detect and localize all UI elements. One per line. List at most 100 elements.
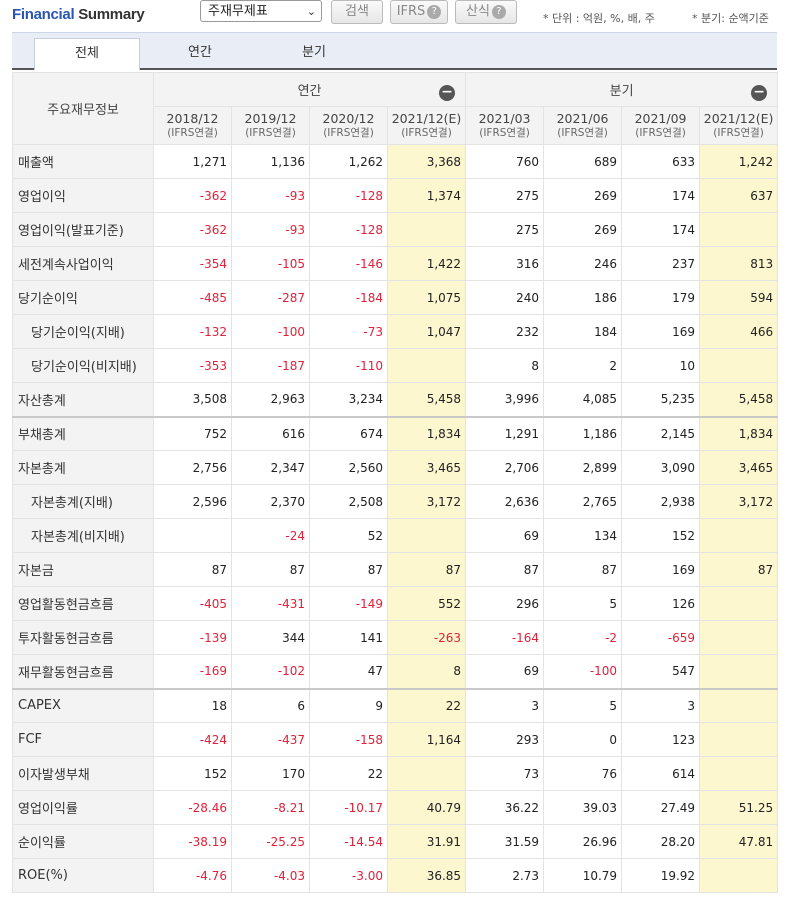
- table-cell: 76: [543, 756, 623, 791]
- table-row: 이자발생부채 152 170 22 73 76 614: [12, 756, 779, 791]
- table-cell: -2: [543, 620, 623, 655]
- table-cell: 752: [153, 415, 232, 451]
- table-cell: 152: [153, 756, 232, 791]
- table-cell: 2,706: [465, 450, 545, 485]
- table-cell: 616: [231, 415, 310, 451]
- ifrs-help-button[interactable]: IFRS?: [390, 0, 448, 24]
- table-cell: 87: [699, 552, 779, 587]
- page-title: Financial Summary: [12, 6, 145, 23]
- table-cell: [699, 518, 779, 553]
- table-cell: 296: [465, 586, 545, 621]
- table-cell: 3: [465, 687, 545, 723]
- table-cell: 170: [231, 756, 310, 791]
- table-cell: 31.91: [386, 824, 467, 859]
- table-cell: 73: [465, 756, 545, 791]
- table-row: 당기순이익 -485 -287 -184 1,075 240 186 179 594: [12, 280, 779, 315]
- table-cell: -102: [231, 654, 310, 689]
- row-label: 영업이익(발표기준): [12, 212, 154, 247]
- table-cell: 1,834: [699, 415, 779, 451]
- table-row: 자본금 87 87 87 87 87 87 169 87: [12, 552, 779, 587]
- table-cell: 36.85: [386, 858, 467, 893]
- table-cell: 87: [309, 552, 388, 587]
- table-cell: 3,465: [386, 450, 467, 485]
- table-cell: -73: [309, 314, 388, 349]
- table-cell: [699, 348, 779, 383]
- quarter-group-header: 분기 −: [465, 72, 779, 107]
- table-cell: [699, 687, 779, 723]
- row-label: 투자활동현금흐름: [12, 620, 154, 655]
- table-cell: -287: [231, 280, 310, 315]
- table-row: 자본총계(지배) 2,596 2,370 2,508 3,172 2,636 2,765 2,…: [12, 484, 779, 519]
- table-cell: -187: [231, 348, 310, 383]
- table-cell: 232: [465, 314, 545, 349]
- collapse-quarter-icon[interactable]: −: [751, 85, 768, 101]
- table-cell: [386, 348, 467, 383]
- table-cell: -485: [153, 280, 232, 315]
- table-cell: -93: [231, 212, 310, 247]
- table-cell: [386, 518, 467, 553]
- table-cell: 4,085: [543, 382, 623, 417]
- table-cell: 152: [621, 518, 701, 553]
- table-cell: 316: [465, 246, 545, 281]
- table-cell: 2,765: [543, 484, 623, 519]
- row-label: 순이익률: [12, 824, 154, 859]
- column-header: 2019/12 (IFRS연결): [231, 106, 310, 145]
- table-cell: 1,271: [153, 144, 232, 179]
- chevron-down-icon: ⌄: [306, 5, 316, 18]
- table-cell: 87: [465, 552, 545, 587]
- table-cell: 1,136: [231, 144, 310, 179]
- table-cell: 293: [465, 722, 545, 757]
- table-cell: [699, 654, 779, 689]
- table-cell: [699, 212, 779, 247]
- table-cell: -139: [153, 620, 232, 655]
- statement-type-select[interactable]: 주재무제표 ⌄: [200, 0, 322, 22]
- table-cell: 87: [231, 552, 310, 587]
- table-cell: -128: [309, 212, 388, 247]
- table-cell: 179: [621, 280, 701, 315]
- row-label: 당기순이익(지배): [12, 314, 154, 349]
- table-cell: [386, 756, 467, 791]
- tab-all[interactable]: 전체: [34, 38, 140, 70]
- help-icon: ?: [491, 5, 506, 19]
- row-label: 영업이익률: [12, 790, 154, 825]
- table-cell: 3,172: [699, 484, 779, 519]
- table-cell: 28.20: [621, 824, 701, 859]
- table-cell: 27.49: [621, 790, 701, 825]
- collapse-annual-icon[interactable]: −: [439, 85, 456, 101]
- table-cell: 169: [621, 314, 701, 349]
- table-cell: 5: [543, 586, 623, 621]
- table-cell: -14.54: [309, 824, 388, 859]
- table-cell: 3: [621, 687, 701, 723]
- table-cell: -4.03: [231, 858, 310, 893]
- table-cell: -362: [153, 212, 232, 247]
- table-row: 당기순이익(비지배) -353 -187 -110 8 2 10: [12, 348, 779, 383]
- tab-quarter[interactable]: 분기: [302, 45, 326, 60]
- table-cell: 9: [309, 687, 388, 723]
- table-cell: 169: [621, 552, 701, 587]
- table-cell: 3,234: [309, 382, 388, 417]
- table-cell: 3,508: [153, 382, 232, 417]
- table-cell: 2,347: [231, 450, 310, 485]
- table-cell: 2,560: [309, 450, 388, 485]
- table-row: 영업활동현금흐름 -405 -431 -149 552 296 5 126: [12, 586, 779, 621]
- formula-help-button[interactable]: 산식?: [455, 0, 517, 24]
- row-label: 재무활동현금흐름: [12, 654, 154, 689]
- table-cell: -128: [309, 178, 388, 213]
- table-cell: 760: [465, 144, 545, 179]
- table-cell: 52: [309, 518, 388, 553]
- table-cell: 40.79: [386, 790, 467, 825]
- table-cell: -437: [231, 722, 310, 757]
- table-cell: 344: [231, 620, 310, 655]
- table-cell: 1,075: [386, 280, 467, 315]
- table-cell: 174: [621, 212, 701, 247]
- table-cell: 2,756: [153, 450, 232, 485]
- tab-annual[interactable]: 연간: [188, 45, 212, 60]
- table-cell: -431: [231, 586, 310, 621]
- table-cell: -100: [543, 654, 623, 689]
- row-label: 세전계속사업이익: [12, 246, 154, 281]
- table-cell: 637: [699, 178, 779, 213]
- table-cell: 8: [465, 348, 545, 383]
- search-button[interactable]: 검색: [331, 0, 383, 24]
- row-label: 부채총계: [12, 415, 154, 451]
- row-label: 매출액: [12, 144, 154, 179]
